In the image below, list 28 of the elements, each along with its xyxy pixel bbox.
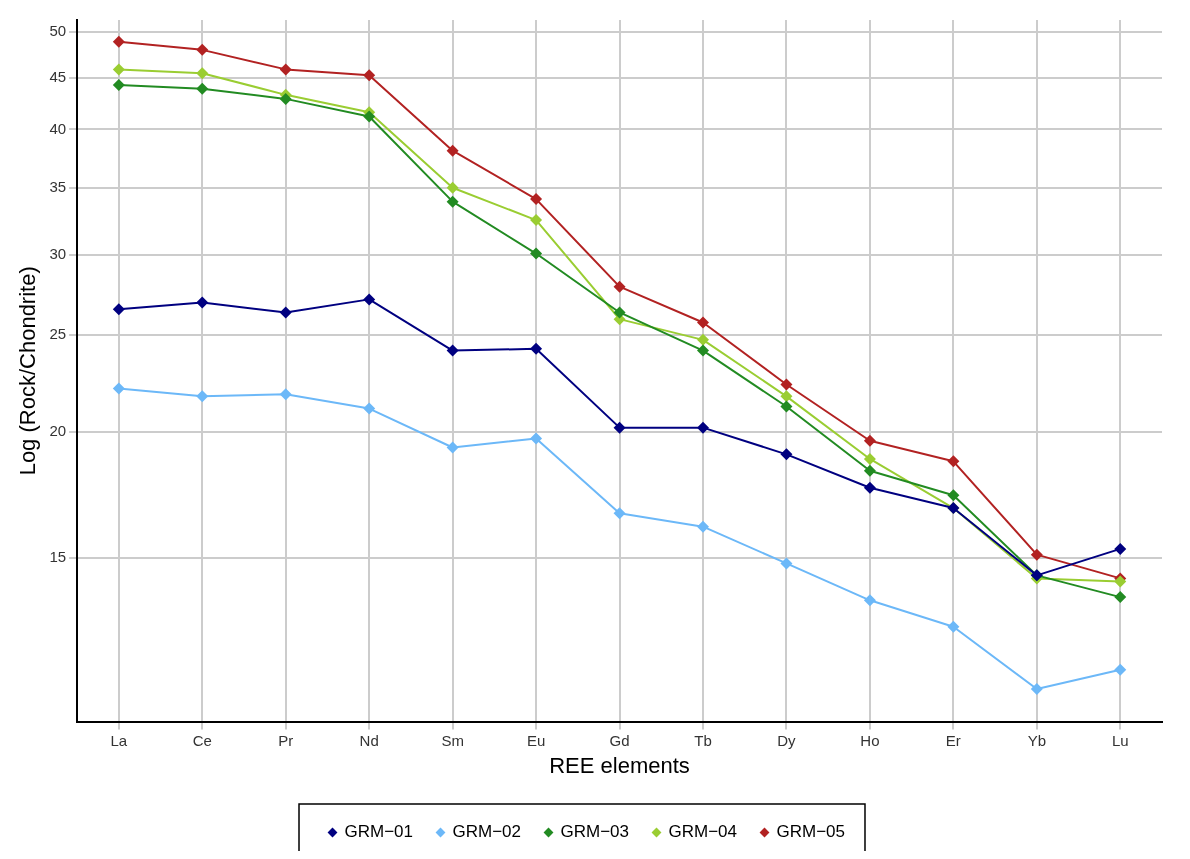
y-tick-label: 35	[49, 177, 67, 195]
x-tick-label: La	[110, 731, 128, 749]
x-tick-label: Lu	[1111, 731, 1129, 749]
y-tick-label: 30	[49, 245, 67, 263]
y-tick-label: 15	[49, 547, 67, 565]
x-tick-label: Sm	[441, 731, 464, 749]
y-tick-label: 50	[49, 22, 67, 40]
y-tick-label: 20	[49, 422, 67, 440]
x-tick-label: Eu	[526, 731, 546, 749]
legend-label: GRM−04	[668, 822, 737, 842]
x-tick-label: Gd	[609, 731, 630, 749]
y-tick-label: 25	[49, 324, 67, 342]
x-tick-label: Nd	[359, 731, 379, 749]
x-tick-label: Ce	[192, 731, 212, 749]
x-tick-label: Er	[945, 731, 961, 749]
x-tick-label: Ho	[860, 731, 880, 749]
x-tick-label: Dy	[777, 731, 797, 749]
legend-label: GRM−05	[776, 822, 845, 842]
legend-label: GRM−03	[560, 822, 629, 842]
x-tick-label: Pr	[278, 731, 294, 749]
y-tick-label: 40	[49, 119, 67, 137]
legend-label: GRM−02	[452, 822, 521, 842]
x-tick-label: Tb	[694, 731, 712, 749]
legend-label: GRM−01	[344, 822, 413, 842]
x-tick-label: Yb	[1027, 731, 1046, 749]
x-axis-title: REE elements	[549, 752, 690, 778]
y-axis-title: Log (Rock/Chondrite)	[15, 266, 41, 476]
y-tick-label: 45	[49, 68, 67, 86]
